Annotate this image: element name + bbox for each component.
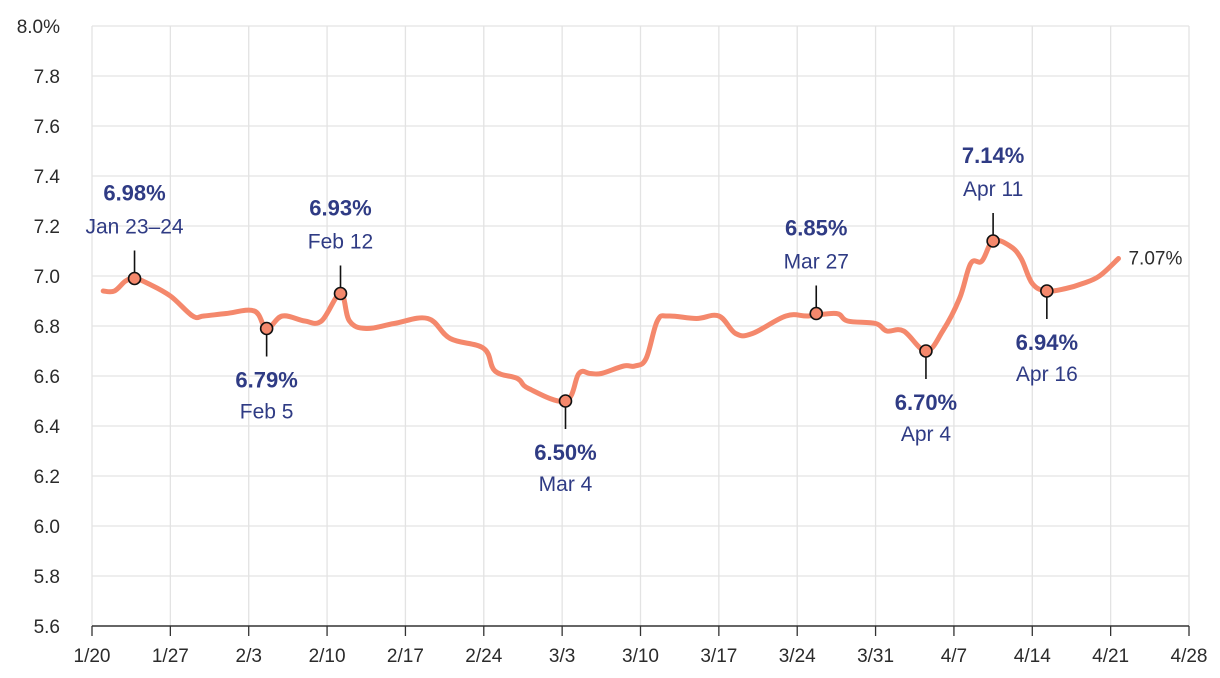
y-tick-label: 7.0	[34, 267, 60, 288]
annotation-marker	[986, 234, 1000, 248]
annotations: 6.98% Jan 23–24 6.79% Feb 5 6.93% Feb 12 6.50%…	[85, 143, 1182, 496]
annotation-value-label: 6.93%	[309, 196, 371, 221]
annotation-date-label: Apr 11	[963, 178, 1023, 201]
annotation-value-label: 6.94%	[1016, 330, 1078, 355]
x-tick-label: 3/17	[700, 646, 737, 667]
x-tick-label: 3/24	[779, 646, 816, 667]
y-tick-label: 7.2	[34, 217, 60, 238]
y-tick-label: 7.8	[34, 67, 60, 88]
annotation-marker	[809, 306, 824, 321]
y-tick-label: 7.6	[34, 117, 60, 138]
y-tick-label: 5.6	[34, 617, 60, 638]
end-value-label: 7.07%	[1128, 249, 1182, 270]
x-tick-label: 4/14	[1014, 646, 1051, 667]
y-tick-label: 6.6	[34, 367, 60, 388]
x-tick-label: 2/17	[387, 646, 424, 667]
annotation-marker	[1040, 284, 1054, 298]
y-tick-label: 6.8	[34, 317, 60, 338]
grid-lines	[91, 25, 1190, 626]
x-tick-label: 4/7	[941, 646, 967, 667]
x-tick-label: 2/24	[465, 646, 502, 667]
x-tick-label: 3/31	[857, 646, 894, 667]
annotation-date-label: Feb 12	[308, 231, 373, 254]
annotation-value-label: 6.85%	[785, 216, 847, 241]
x-tick-label: 4/28	[1171, 646, 1208, 667]
y-tick-label: 6.2	[34, 467, 60, 488]
x-tick-label: 3/10	[622, 646, 659, 667]
annotation-date-label: Apr 16	[1016, 363, 1078, 386]
annotation-value-label: 6.98%	[103, 181, 165, 206]
annotation-marker	[333, 286, 348, 301]
series-line	[100, 237, 1121, 404]
annotation-date-label: Mar 4	[539, 473, 593, 496]
annotation-marker	[127, 271, 142, 286]
annotation-date-label: Jan 23–24	[85, 216, 183, 239]
x-tick-label: 2/10	[309, 646, 346, 667]
x-tick-label: 1/20	[74, 646, 111, 667]
x-tick-label: 3/3	[549, 646, 575, 667]
series-line-path	[100, 237, 1121, 404]
x-tick-label: 1/27	[152, 646, 189, 667]
annotation-value-label: 6.79%	[235, 368, 297, 393]
annotation-marker	[259, 321, 274, 336]
y-tick-label: 5.8	[34, 567, 60, 588]
annotation-date-label: Mar 27	[784, 251, 849, 274]
annotation-marker	[919, 344, 933, 358]
annotation-date-label: Feb 5	[240, 401, 294, 424]
x-tick-label: 2/3	[236, 646, 262, 667]
annotation-value-label: 6.70%	[895, 390, 957, 415]
axes: 8.0% 7.8 7.6 7.4 7.2 7.0 6.8 6.6 6.4 6.2 6.0 5.8 5.6…	[17, 17, 1208, 667]
annotation-value-label: 7.14%	[962, 143, 1024, 168]
y-tick-label: 8.0%	[17, 17, 60, 38]
x-tick-label: 4/21	[1092, 646, 1129, 667]
annotation-date-label: Apr 4	[901, 423, 952, 446]
y-tick-label: 6.4	[34, 417, 61, 438]
y-tick-label: 7.4	[34, 167, 61, 188]
annotation-marker	[558, 394, 573, 408]
annotation-value-label: 6.50%	[534, 440, 596, 465]
y-tick-label: 6.0	[34, 517, 60, 538]
